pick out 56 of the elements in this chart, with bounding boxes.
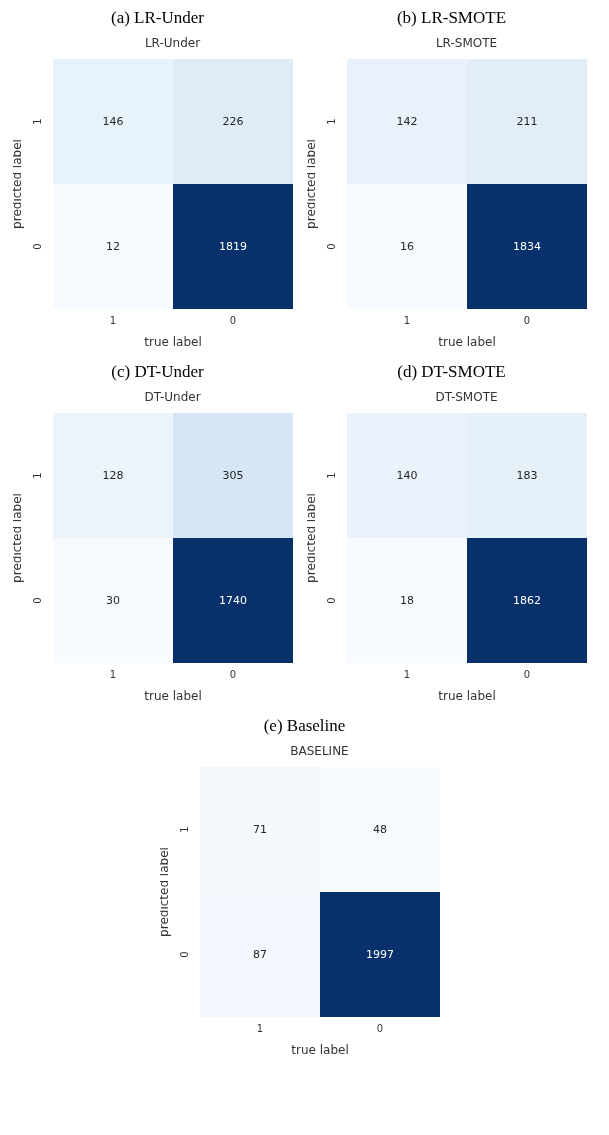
y-tick-label: 1: [31, 472, 43, 479]
data-label: 1862: [512, 594, 541, 607]
y-tick-label: 1: [325, 472, 337, 479]
x-tick-label: 0: [229, 315, 236, 327]
data-label: 1997: [365, 948, 394, 961]
chart-subtitle: (a) LR-Under: [110, 8, 205, 28]
x-tick-label: 1: [109, 669, 116, 681]
chart-title: DT-Under: [143, 390, 202, 404]
chart-subtitle: (c) DT-Under: [110, 362, 205, 382]
data-label: 211: [516, 115, 537, 128]
x-axis-title: true label: [437, 689, 496, 703]
x-axis-title: true label: [143, 689, 202, 703]
data-label: 1740: [218, 594, 247, 607]
x-tick-label: 1: [403, 669, 410, 681]
y-tick-label: 0: [325, 243, 337, 250]
data-label: 87: [252, 948, 267, 961]
data-label: 146: [102, 115, 123, 128]
data-label: 71: [252, 823, 267, 836]
y-axis-title: predicted label: [9, 493, 24, 583]
data-label: 12: [105, 240, 120, 253]
data-label: 16: [399, 240, 414, 253]
x-tick-label: 1: [109, 315, 116, 327]
data-label: 30: [105, 594, 120, 607]
chart-subtitle: (d) DT-SMOTE: [396, 362, 507, 382]
y-tick-label: 1: [31, 118, 43, 125]
chart-title: DT-SMOTE: [434, 390, 499, 404]
y-axis-title: predicted label: [303, 493, 318, 583]
x-axis-title: true label: [437, 335, 496, 349]
x-tick-label: 1: [403, 315, 410, 327]
x-axis-title: true label: [143, 335, 202, 349]
chart-subtitle: (b) LR-SMOTE: [395, 8, 508, 28]
chart-title: LR-SMOTE: [434, 36, 499, 50]
data-label: 128: [102, 469, 123, 482]
x-tick-label: 0: [523, 315, 530, 327]
chart-title: BASELINE: [289, 744, 350, 758]
y-tick-label: 0: [31, 243, 43, 250]
y-tick-label: 0: [31, 597, 43, 604]
x-tick-label: 0: [229, 669, 236, 681]
y-tick-label: 0: [325, 597, 337, 604]
data-label: 183: [516, 469, 537, 482]
chart-title: LR-Under: [143, 36, 202, 50]
y-axis-title: predicted label: [303, 139, 318, 229]
data-label: 1834: [512, 240, 541, 253]
data-label: 48: [372, 823, 387, 836]
data-label: 140: [396, 469, 417, 482]
data-label: 305: [222, 469, 243, 482]
y-tick-label: 1: [325, 118, 337, 125]
data-label: 142: [396, 115, 417, 128]
x-tick-label: 0: [523, 669, 530, 681]
chart-subtitle: (e) Baseline: [262, 716, 347, 736]
data-label: 226: [222, 115, 243, 128]
x-axis-title: true label: [290, 1043, 349, 1057]
y-axis-title: predicted label: [9, 139, 24, 229]
data-label: 1819: [218, 240, 247, 253]
y-axis-title: predicted label: [156, 847, 171, 937]
data-label: 18: [399, 594, 414, 607]
